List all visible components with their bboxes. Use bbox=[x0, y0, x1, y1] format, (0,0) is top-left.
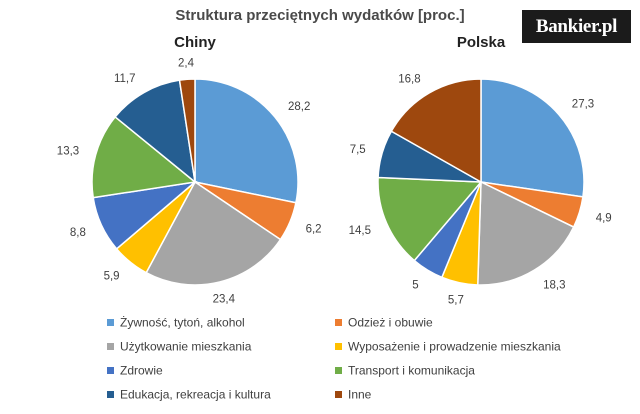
data-label-polska-7: 16,8 bbox=[398, 73, 420, 85]
pie-title-chiny: Chiny bbox=[174, 34, 216, 51]
legend-label-0: Żywność, tytoń, alkohol bbox=[120, 316, 245, 330]
legend-label-4: Zdrowie bbox=[120, 364, 163, 378]
legend-label-3: Wyposażenie i prowadzenie mieszkania bbox=[348, 340, 561, 354]
data-label-polska-5: 14,5 bbox=[349, 225, 371, 237]
data-label-polska-4: 5 bbox=[412, 280, 418, 292]
legend-swatch-6 bbox=[107, 391, 114, 398]
legend-label-1: Odzież i obuwie bbox=[348, 316, 433, 330]
data-label-polska-0: 27,3 bbox=[572, 99, 594, 111]
legend-swatch-3 bbox=[335, 343, 342, 350]
data-label-polska-6: 7,5 bbox=[350, 144, 366, 156]
legend-label-6: Edukacja, rekreacja i kultura bbox=[120, 388, 271, 402]
pie-slice-chiny-2 bbox=[145, 180, 282, 286]
pie-slice-polska-7 bbox=[390, 78, 482, 184]
legend-label-2: Użytkowanie mieszkania bbox=[120, 340, 252, 354]
data-label-chiny-1: 6,2 bbox=[306, 224, 322, 236]
legend-swatch-2 bbox=[107, 343, 114, 350]
pie-title-polska: Polska bbox=[457, 34, 506, 51]
data-label-chiny-4: 8,8 bbox=[70, 227, 86, 239]
pie-polska: 27,3 4,9 18,3 5,7 5 14,5 7,5 16,8 bbox=[349, 73, 612, 306]
data-label-chiny-0: 28,2 bbox=[288, 101, 310, 113]
data-label-chiny-5: 13,3 bbox=[57, 146, 79, 158]
data-label-chiny-3: 5,9 bbox=[104, 270, 120, 282]
data-label-polska-3: 5,7 bbox=[448, 294, 464, 306]
data-label-polska-1: 4,9 bbox=[596, 212, 612, 224]
legend: Żywność, tytoń, alkohol Odzież i obuwie Uż… bbox=[107, 316, 561, 402]
pie-slice-chiny-5 bbox=[91, 115, 197, 199]
legend-label-5: Transport i komunikacja bbox=[348, 364, 475, 378]
legend-swatch-4 bbox=[107, 367, 114, 374]
pie-slice-chiny-0 bbox=[194, 78, 299, 204]
legend-swatch-5 bbox=[335, 367, 342, 374]
data-label-polska-2: 18,3 bbox=[543, 280, 565, 292]
legend-swatch-7 bbox=[335, 391, 342, 398]
data-label-chiny-7: 2,4 bbox=[178, 57, 195, 69]
chart-title: Struktura przeciętnych wydatków [proc.] bbox=[175, 7, 464, 24]
bankier-logo: Bankier.pl bbox=[522, 10, 631, 43]
pie-slice-polska-0 bbox=[480, 78, 585, 198]
pie-slice-chiny-6 bbox=[114, 79, 197, 184]
pie-chiny: 28,2 6,2 23,4 5,9 8,8 13,3 11,7 2,4 bbox=[57, 57, 322, 305]
data-label-chiny-2: 23,4 bbox=[213, 294, 236, 306]
legend-label-7: Inne bbox=[348, 388, 372, 402]
pie-slice-polska-2 bbox=[476, 180, 575, 286]
legend-swatch-1 bbox=[335, 319, 342, 326]
pie-slice-chiny-7 bbox=[178, 78, 196, 183]
pie-slice-polska-5 bbox=[377, 176, 483, 262]
legend-swatch-0 bbox=[107, 319, 114, 326]
data-label-chiny-6: 11,7 bbox=[114, 73, 136, 85]
